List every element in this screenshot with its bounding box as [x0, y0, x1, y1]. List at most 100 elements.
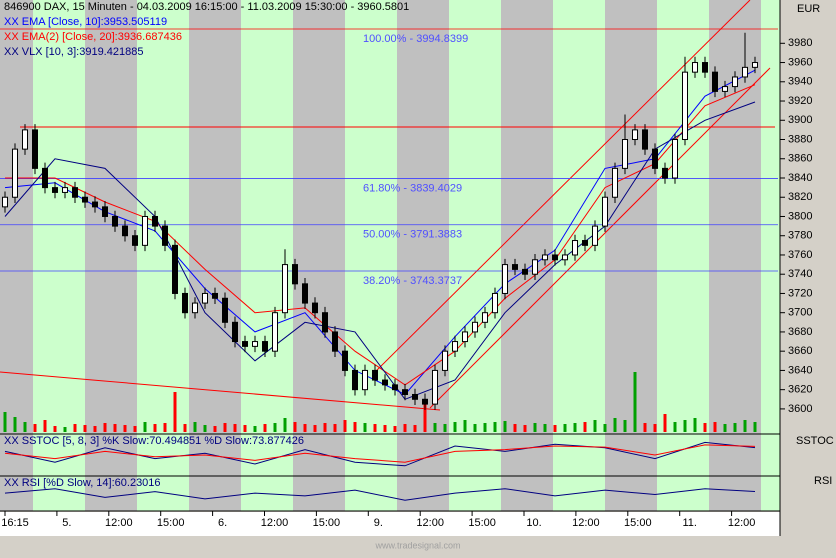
volume-bar: [673, 422, 677, 432]
volume-bar: [553, 425, 557, 432]
candle-body: [202, 292, 208, 304]
x-tick-label: 15:00: [468, 517, 496, 529]
volume-bar: [703, 423, 707, 432]
volume-bar: [753, 422, 757, 432]
volume-bar: [313, 425, 317, 432]
candle-body: [62, 187, 68, 193]
volume-bar: [463, 420, 467, 432]
indicator-line: [5, 84, 756, 386]
volume-bar: [263, 424, 267, 432]
volume-bar: [353, 422, 357, 432]
candle-body: [472, 321, 478, 333]
candle-body: [92, 201, 98, 208]
volume-bar: [23, 422, 27, 432]
candle-body: [582, 240, 588, 246]
volume-bar: [443, 424, 447, 432]
candle-body: [102, 206, 108, 217]
candle-body: [112, 215, 118, 227]
volume-bar: [393, 426, 397, 432]
y-tick-label: 3720: [788, 287, 812, 299]
volume-bar: [593, 420, 597, 432]
panel-label: RSI: [814, 475, 832, 487]
volume-bar: [343, 420, 347, 432]
volume-bar: [13, 417, 17, 432]
fib-label: 50.00% - 3791.3883: [363, 229, 462, 241]
y-tick-label: 3700: [788, 307, 812, 319]
candle-body: [252, 341, 258, 347]
volume-bar: [323, 423, 327, 432]
candle-body: [32, 129, 38, 169]
y-tick-label: 3980: [788, 37, 812, 49]
candle-body: [602, 196, 608, 227]
candle-body: [292, 264, 298, 285]
y-tick-label: 3780: [788, 230, 812, 242]
volume-bar: [233, 424, 237, 432]
volume-bar: [643, 423, 647, 432]
time-axis: [0, 512, 780, 536]
candle-body: [452, 341, 458, 352]
volume-bar: [293, 422, 297, 432]
indicator-line: [4, 444, 756, 463]
candle-body: [212, 292, 218, 299]
candle-body: [122, 225, 128, 237]
candle-body: [332, 331, 338, 352]
volume-bar: [723, 424, 727, 432]
candle-body: [732, 76, 738, 88]
volume-bar: [523, 425, 527, 432]
volume-bar: [213, 426, 217, 432]
indicator-line: [4, 488, 756, 501]
candle-body: [222, 297, 228, 323]
volume-bar: [383, 425, 387, 432]
volume-bar: [303, 424, 307, 432]
candle-body: [72, 187, 78, 198]
panel-title: XX SSTOC [5, 8, 3] %K Slow:70.494851 %D …: [4, 435, 304, 447]
x-tick-label: 12:00: [261, 517, 289, 529]
volume-bar: [183, 424, 187, 432]
volume-bar: [63, 427, 67, 432]
y-tick-label: 3880: [788, 133, 812, 145]
volume-bar: [663, 414, 667, 432]
watermark: www.tradesignal.com: [374, 540, 460, 550]
volume-bar: [493, 422, 497, 432]
y-tick-label: 3860: [788, 153, 812, 165]
candle-body: [152, 215, 158, 227]
candle-body: [532, 259, 538, 275]
chart-title: 846900 DAX, 15 Minuten - 04.03.2009 16:1…: [4, 1, 409, 13]
fib-label: 38.20% - 3743.3737: [363, 275, 462, 287]
volume-bar: [583, 422, 587, 432]
candle-body: [302, 283, 308, 304]
candle-body: [692, 62, 698, 73]
volume-bar: [693, 418, 697, 432]
candle-body: [652, 148, 658, 169]
candle-body: [742, 66, 748, 78]
volume-bar: [413, 425, 417, 432]
volume-bar: [273, 423, 277, 432]
volume-bar: [373, 424, 377, 432]
volume-bar: [83, 425, 87, 432]
volume-bar: [93, 426, 97, 432]
volume-bar: [143, 422, 147, 432]
candle-body: [702, 62, 708, 73]
candle-body: [22, 129, 28, 150]
candle-body: [492, 292, 498, 314]
y-tick-label: 3760: [788, 249, 812, 261]
volume-bar: [563, 424, 567, 432]
volume-bar: [513, 424, 517, 432]
candle-body: [42, 167, 48, 189]
y-tick-label: 3940: [788, 76, 812, 88]
x-tick-label: 11.: [682, 517, 696, 529]
volume-bar: [533, 423, 537, 432]
y-tick-label: 3920: [788, 95, 812, 107]
candle-body: [12, 148, 18, 198]
candle-body: [622, 139, 628, 169]
volume-bar: [633, 372, 637, 432]
volume-bar: [543, 424, 547, 432]
candle-body: [712, 71, 718, 92]
y-tick-label: 3820: [788, 191, 812, 203]
volume-bar: [653, 424, 657, 432]
candle-body: [232, 321, 238, 343]
indicator-line: [4, 69, 756, 396]
volume-bar: [243, 425, 247, 432]
candle-body: [612, 167, 618, 198]
